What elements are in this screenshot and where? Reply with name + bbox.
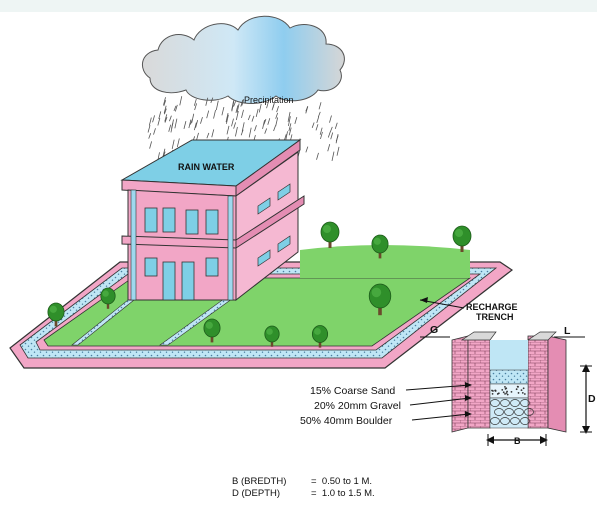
tree <box>371 234 389 259</box>
tree <box>100 287 116 309</box>
ground-label-left: G <box>430 324 438 336</box>
building: RAIN WATER <box>120 139 305 302</box>
layer-label-gravel: 20% 20mm Gravel <box>314 400 401 412</box>
rain-water-label: RAIN WATER <box>178 162 235 172</box>
tree <box>311 325 329 348</box>
tree <box>47 302 65 327</box>
recharge-label-line1: RECHARGE <box>466 302 518 312</box>
layer-label-boulder: 50% 40mm Boulder <box>300 415 393 427</box>
rain <box>147 96 340 164</box>
layer-label-sand: 15% Coarse Sand <box>310 385 395 397</box>
tree <box>264 325 280 347</box>
depth-key: D (DEPTH) <box>232 488 281 499</box>
precipitation-label: Precipitation <box>244 95 294 105</box>
depth-value: = 1.0 to 1.5 M. <box>311 488 375 499</box>
breadth-letter: B <box>514 436 521 446</box>
tree <box>368 283 392 316</box>
breadth-value: = 0.50 to 1 M. <box>311 476 372 487</box>
tree <box>203 318 221 343</box>
trench-cross-section: G L D B 15% Coarse Sand <box>300 324 596 446</box>
recharge-trench-callout: RECHARGE TRENCH <box>419 297 518 322</box>
cloud: Precipitation <box>142 15 345 105</box>
depth-letter: D <box>588 393 596 405</box>
recharge-label-line2: TRENCH <box>476 312 514 322</box>
ground-label-right: L <box>564 325 571 337</box>
tree <box>452 225 472 252</box>
trees <box>47 221 472 348</box>
top-band <box>0 0 597 12</box>
breadth-key: B (BREDTH) <box>232 476 287 487</box>
tree <box>320 221 340 248</box>
